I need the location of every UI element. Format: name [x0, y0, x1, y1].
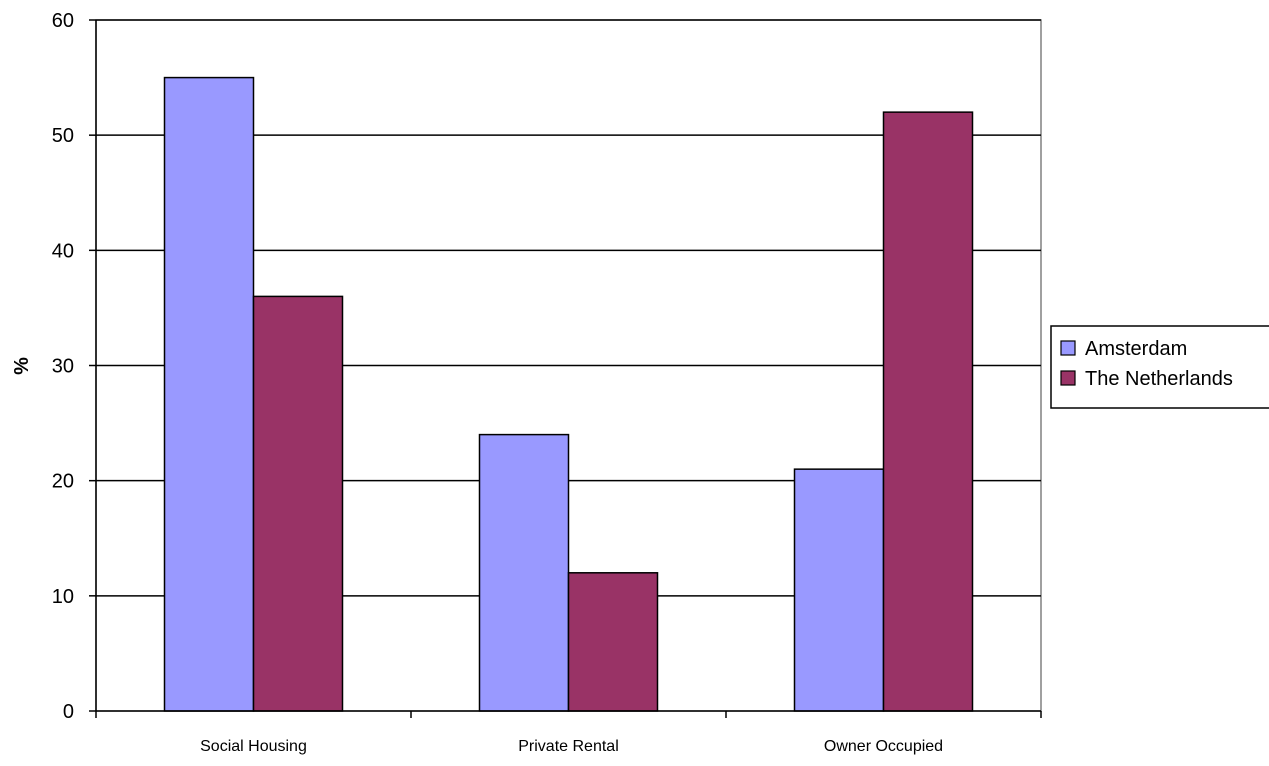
legend-label-amsterdam: Amsterdam [1085, 338, 1187, 360]
y-tick-label: 10 [52, 586, 74, 608]
y-tick-label: 40 [52, 240, 74, 262]
y-tick-label: 20 [52, 471, 74, 493]
legend-label-the-netherlands: The Netherlands [1085, 368, 1233, 390]
bar-amsterdam-owner-occupied [793, 468, 885, 712]
legend-swatch-the-netherlands [1060, 370, 1076, 386]
y-axis-title: % [11, 357, 33, 375]
y-tick-label: 50 [52, 125, 74, 147]
y-tick-label: 0 [63, 701, 74, 723]
bar-amsterdam-social-housing [163, 76, 255, 712]
legend: Amsterdam The Netherlands [1050, 325, 1269, 409]
x-tick-label: Private Rental [518, 738, 619, 755]
bar-the-netherlands-social-housing [252, 295, 344, 712]
bar-the-netherlands-private-rental [567, 572, 659, 712]
tick-labels: 0 10 20 30 40 50 60 Social Housing Private Renta… [52, 10, 943, 755]
bars [163, 76, 974, 712]
y-tick-label: 60 [52, 10, 74, 32]
x-tick-label: Owner Occupied [824, 738, 943, 755]
bar-the-netherlands-owner-occupied [882, 111, 974, 712]
y-tick-label: 30 [52, 356, 74, 378]
bar-amsterdam-private-rental [478, 433, 570, 712]
legend-swatch-amsterdam [1060, 340, 1076, 356]
x-tick-label: Social Housing [200, 738, 307, 755]
legend-box [1050, 325, 1269, 409]
axes [89, 19, 1042, 718]
